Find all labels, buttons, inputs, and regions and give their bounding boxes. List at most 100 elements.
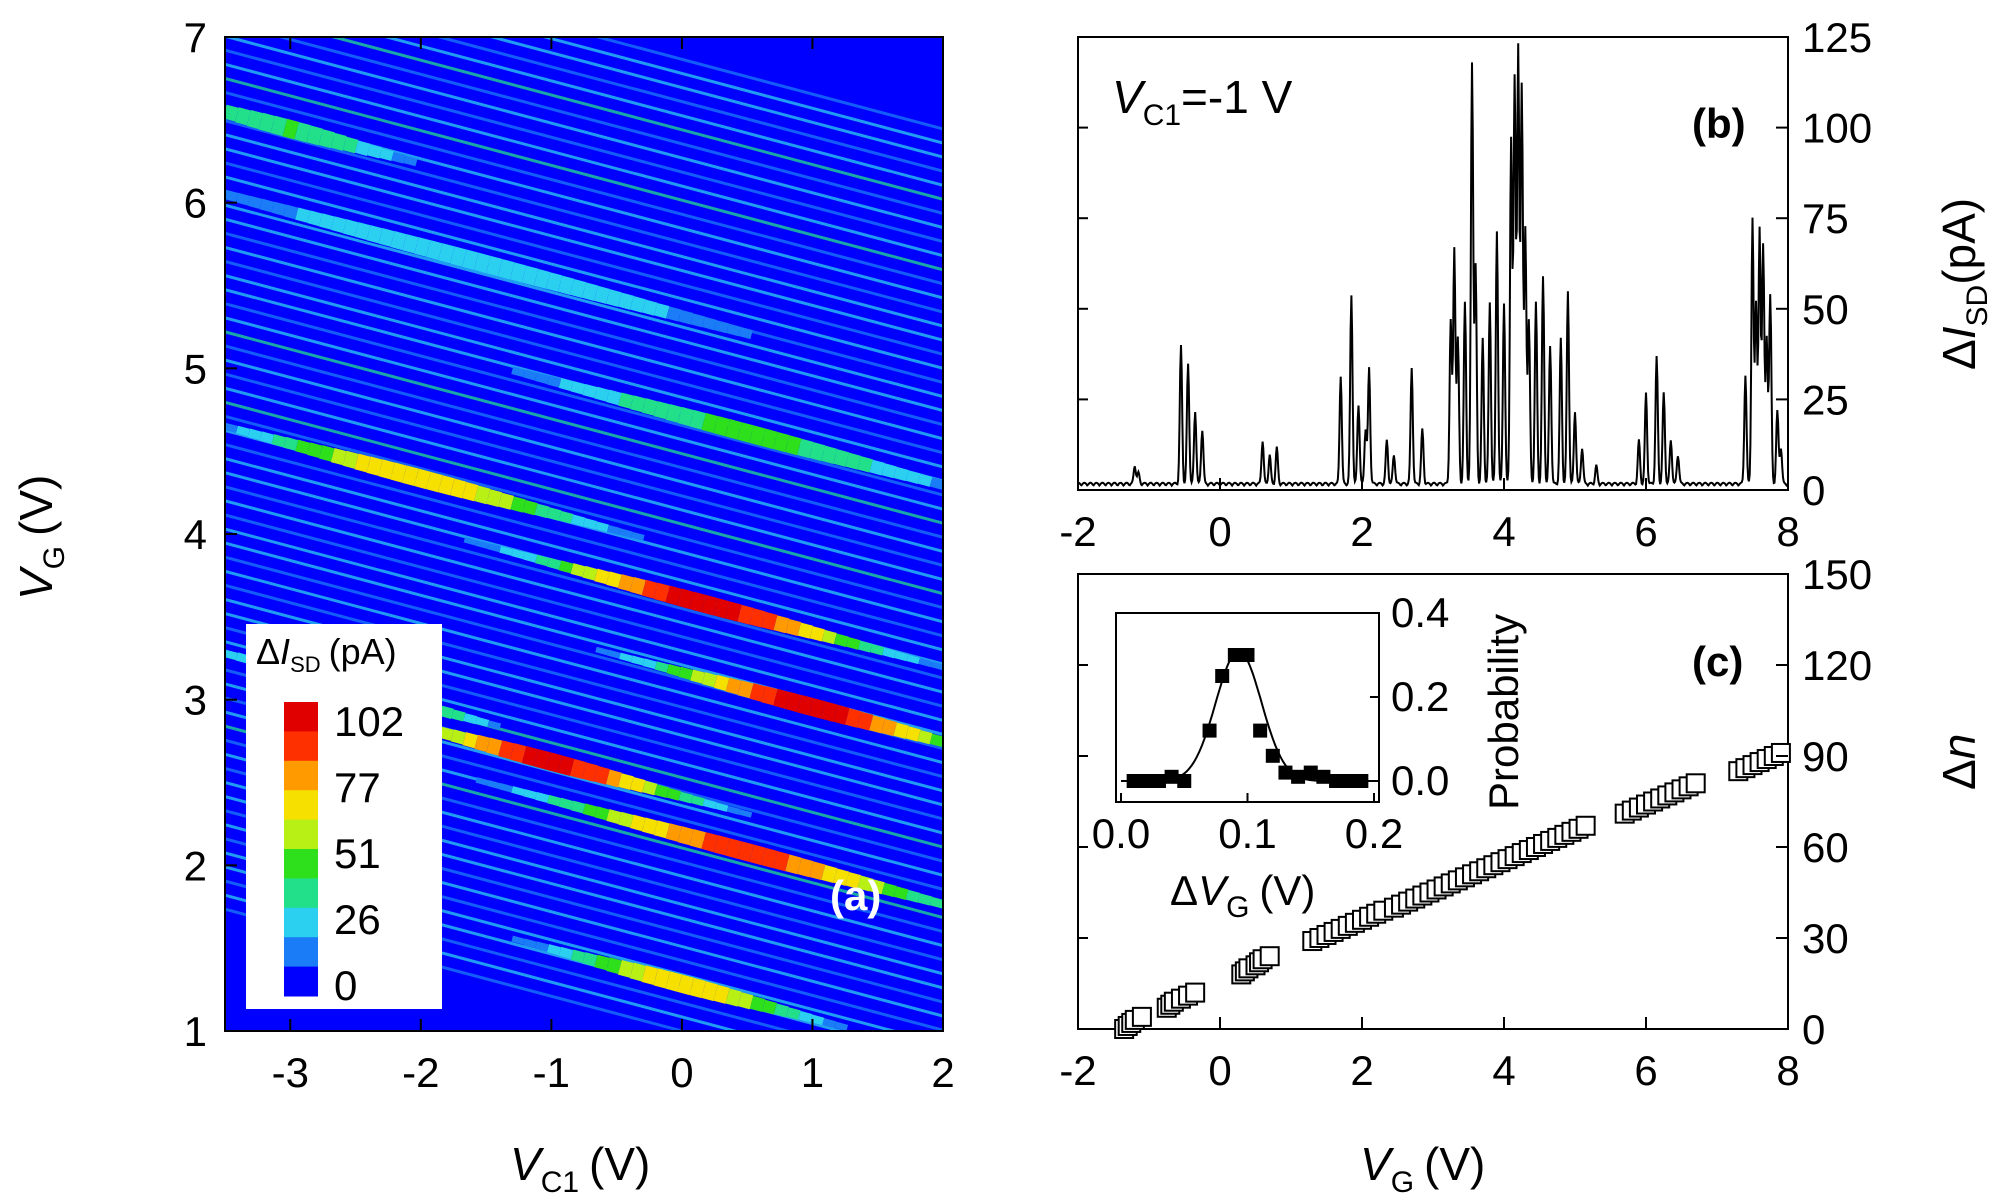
heatmap-band-segment: [618, 811, 634, 828]
heatmap-stripe: [225, 161, 943, 356]
inset-x-ticks: 0.0 0.1 0.2: [1092, 793, 1403, 857]
heatmap-band-segment: [653, 401, 670, 420]
heatmap-band-segment: [906, 654, 920, 665]
x-tick-label: 8: [1776, 508, 1799, 555]
heatmap-band-segment: [666, 663, 681, 677]
heatmap-y-ticks: 1 2 3 4 5 6 7: [184, 14, 237, 1055]
heatmap-band-segment: [761, 685, 778, 706]
line-y-label-symbol: I: [1933, 326, 1985, 339]
scatter-y-label-delta: Δ: [1933, 759, 1985, 790]
heatmap-band-segment: [702, 672, 718, 688]
colorbar-tick-label: 102: [334, 698, 404, 745]
heatmap-band-segment: [511, 366, 526, 378]
heatmap-band-segment: [581, 762, 599, 782]
heatmap-band-segment: [342, 219, 359, 237]
colorbar-swatch: [284, 746, 318, 762]
heatmap-band-segment: [821, 701, 838, 722]
inset-point: [1139, 774, 1154, 788]
heatmap-band-segment: [834, 1021, 849, 1031]
heatmap-band-segment: [582, 803, 598, 817]
heatmap-band-segment: [355, 140, 371, 156]
heatmap-band-segment: [270, 115, 288, 137]
heatmap-band-segment: [557, 275, 575, 295]
colorbar-swatch: [284, 790, 318, 806]
colorbar-swatch: [284, 878, 318, 894]
heatmap-band-segment: [665, 823, 682, 842]
heatmap-band-segment: [725, 419, 742, 440]
heatmap-band-segment: [714, 802, 729, 812]
heatmap-band-segment: [641, 398, 658, 416]
colorbar-title-delta: Δ: [256, 631, 280, 672]
heatmap-band-segment: [810, 1014, 825, 1026]
inset-x-label-symbol: V: [1198, 867, 1230, 914]
heatmap-band-segment: [463, 713, 478, 725]
inset-point: [1227, 648, 1242, 662]
heatmap-band-segment: [426, 471, 443, 493]
heatmap-band-segment: [870, 644, 885, 656]
heatmap-band-segment: [463, 537, 477, 546]
heatmap-band-segment: [390, 231, 407, 251]
y-tick-label: 6: [184, 180, 207, 227]
heatmap-stripe: [225, 274, 943, 469]
scatter-points: [1114, 742, 1791, 1039]
y-tick-label: 60: [1802, 824, 1849, 871]
scatter-x-label-sub: G: [1391, 1166, 1414, 1199]
heatmap-band-segment: [509, 262, 527, 283]
heatmap-band-segment: [582, 952, 598, 967]
heatmap-band-segment: [282, 118, 300, 140]
inset-point: [1341, 774, 1356, 788]
heatmap-band-segment: [307, 210, 323, 227]
heatmap-band-segment: [714, 320, 729, 334]
heatmap-band-segment: [690, 313, 706, 328]
heatmap-band-segment: [235, 192, 251, 206]
inset-x-label-unit: (V): [1259, 867, 1315, 914]
heatmap-band-segment: [487, 780, 502, 790]
heatmap-band-segment: [607, 649, 621, 659]
heatmap-band-segment: [713, 984, 730, 1004]
heatmap-band-segment: [521, 265, 539, 286]
heatmap-band-segment: [678, 309, 694, 325]
heatmap-stripe: [225, 203, 943, 398]
heatmap-band-segment: [582, 565, 598, 581]
x-tick-label: 0: [670, 1049, 693, 1096]
x-tick-label: 2: [1350, 1047, 1373, 1094]
colorbar-swatch: [284, 863, 318, 879]
inset-points: [1126, 648, 1369, 788]
colorbar-swatch: [284, 775, 318, 791]
heatmap-band-segment: [606, 389, 622, 406]
heatmap-band-segment: [594, 386, 610, 402]
heatmap-band-segment: [318, 445, 335, 462]
heatmap-band-segment: [509, 743, 527, 763]
colorbar-swatch: [284, 716, 318, 732]
y-tick-label: 90: [1802, 733, 1849, 780]
heatmap-band-segment: [533, 749, 551, 770]
heatmap-band-segment: [642, 658, 657, 670]
heatmap-band-segment: [342, 450, 359, 469]
y-tick-label: 3: [184, 677, 207, 724]
heatmap-band-segment: [737, 604, 754, 625]
heatmap-band-segment: [653, 582, 670, 603]
panel-label-b: (b): [1692, 100, 1746, 147]
heatmap-stripe: [225, 443, 943, 638]
heatmap-band-segment: [761, 999, 778, 1015]
heatmap-band-segment: [737, 422, 754, 443]
y-tick-label: 50: [1802, 286, 1849, 333]
x-tick-label: -2: [1059, 1047, 1096, 1094]
heatmap-band-segment: [629, 962, 646, 982]
heatmap-band-segment: [258, 112, 276, 133]
heatmap-band-segment: [725, 601, 742, 622]
heatmap-band-segment: [833, 704, 850, 725]
heatmap-band-segment: [761, 847, 778, 869]
heatmap-band-segment: [785, 618, 802, 637]
heatmap-band-segment: [713, 674, 730, 691]
heatmap-band-segment: [511, 786, 526, 796]
heatmap-band-segment: [654, 302, 670, 319]
heatmap-band-segment: [391, 151, 406, 164]
heatmap-band-segment: [749, 425, 766, 446]
heatmap-x-ticks: -3 -2 -1 0 1 2: [272, 37, 955, 1096]
colorbar-tick-label: 26: [334, 896, 381, 943]
heatmap-band-segment: [689, 829, 706, 849]
colorbar-swatch: [284, 849, 318, 865]
heatmap-band-segment: [378, 459, 395, 480]
